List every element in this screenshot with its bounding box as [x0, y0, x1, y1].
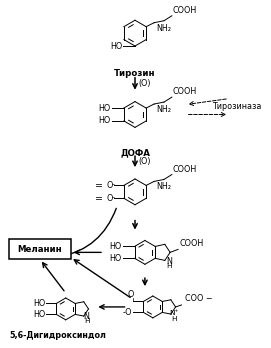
Text: 5,6-Дигидроксиндол: 5,6-Дигидроксиндол [9, 331, 106, 340]
Text: HO: HO [109, 254, 122, 263]
Text: COOH: COOH [173, 6, 197, 15]
Text: COO −: COO − [185, 294, 213, 303]
Text: NH₂: NH₂ [156, 182, 171, 191]
Text: HO: HO [33, 299, 46, 308]
Text: COOH: COOH [173, 87, 197, 96]
Text: -O: -O [123, 308, 133, 317]
Text: N: N [166, 257, 172, 266]
Text: ДОФА: ДОФА [120, 148, 150, 157]
Text: H: H [84, 318, 89, 324]
Text: O: O [127, 291, 134, 300]
Text: COOH: COOH [173, 165, 197, 174]
Text: O: O [107, 194, 113, 203]
Text: H: H [171, 316, 176, 322]
Text: COOH: COOH [179, 239, 203, 248]
Text: =: = [95, 181, 103, 190]
Text: HO: HO [110, 41, 122, 50]
Text: HO: HO [99, 104, 111, 112]
Text: Меланин: Меланин [18, 245, 62, 254]
Text: N: N [83, 312, 89, 321]
Text: NH₂: NH₂ [156, 24, 171, 33]
Text: N⁺: N⁺ [169, 310, 178, 316]
Text: HO: HO [109, 242, 122, 251]
Text: (O): (O) [138, 79, 150, 88]
Text: Тирозин: Тирозин [114, 69, 156, 78]
Text: NH₂: NH₂ [156, 105, 171, 114]
Text: H: H [166, 263, 172, 269]
Text: Тирозиназа: Тирозиназа [212, 102, 262, 111]
Text: O: O [107, 181, 113, 190]
Text: =: = [95, 194, 103, 203]
Text: (O): (O) [138, 157, 150, 166]
Text: HO: HO [33, 310, 46, 319]
Text: HO: HO [99, 117, 111, 125]
FancyBboxPatch shape [9, 239, 71, 259]
